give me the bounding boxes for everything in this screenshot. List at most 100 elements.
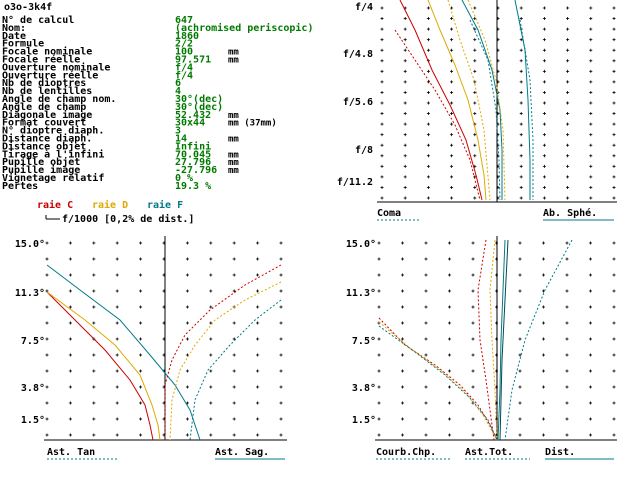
param-label: Focale réelle	[2, 54, 80, 66]
coma-c-dashed	[394, 29, 481, 201]
parameter-list: N° de calcul 647 Nom: (achromised periscopi…	[2, 15, 313, 192]
spherical-aberration-label: Ab. Sphé.	[543, 207, 597, 219]
param-label: Ouverture nominale	[2, 61, 110, 73]
field-angle-tick-label: 3.8°	[21, 383, 45, 394]
param-value: 30x44	[175, 118, 205, 129]
param-label: N° de calcul	[2, 15, 74, 26]
ast-tot-d-dashed	[378, 321, 498, 441]
spherical-d-dashed	[467, 0, 506, 201]
field-curv-c-dashed	[477, 239, 495, 441]
window-title: o3o-3k4f	[4, 2, 52, 13]
field-angle-tick-label: 1.5°	[352, 415, 376, 426]
param-label: Angle de champ	[2, 102, 86, 113]
param-label: Focale nominale	[2, 46, 92, 58]
param-value: Infini	[175, 140, 211, 152]
aperture-tick-label: f/5.6	[343, 97, 373, 108]
legend-raie-f: raie F	[147, 199, 183, 211]
distortion-label: Dist.	[545, 446, 575, 458]
param-unit: mm	[228, 150, 239, 160]
param-unit: mm (37mm)	[228, 119, 277, 129]
field-angle-tick-label: 3.8°	[352, 383, 376, 394]
total-astigmatism-label: Ast.Tot.	[465, 447, 513, 458]
ast-tan-label: Ast. Tan	[47, 447, 95, 458]
field-curvature-distortion-panel: 15.0° 11.3° 7.5° 3.8° 1.5°	[346, 236, 617, 441]
param-unit: mm	[228, 135, 239, 145]
param-unit: mm	[228, 158, 239, 168]
aperture-tick-label: f/8	[355, 145, 373, 156]
ast-sag-d-dashed	[169, 281, 282, 441]
param-unit: mm	[228, 111, 239, 121]
legend-raie-c: raie C	[37, 199, 73, 211]
spherical-f2-curve	[514, 0, 531, 200]
aperture-tick-label: f/4.8	[343, 49, 373, 60]
param-value: 3	[175, 126, 181, 137]
field-angle-tick-label: 11.3°	[346, 288, 376, 299]
ast-sag-f-dashed	[189, 299, 282, 441]
coma-spherical-panel: f/4 f/4.8 f/5.6 f/8 f/11.2	[337, 0, 617, 203]
param-label: Pupille image	[2, 164, 80, 176]
ast-sag-label: Ast. Sag.	[215, 447, 269, 458]
param-label: Pertes	[2, 181, 38, 192]
param-value: 19.3 %	[175, 181, 211, 192]
field-angle-tick-label: 15.0°	[15, 239, 45, 250]
astigmatism-panel: 15.0° 11.3° 7.5° 3.8° 1.5°	[15, 236, 287, 441]
param-label: Formule	[2, 39, 44, 50]
param-label: Angle de champ nom.	[2, 94, 116, 105]
param-unit: mm	[228, 56, 239, 66]
distortion-curve-2	[499, 239, 509, 441]
field-curvature-label: Courb.Chp.	[376, 447, 436, 458]
param-value: 6	[175, 78, 181, 89]
spherical-f-dashed	[469, 19, 501, 201]
ast-tan-f-curve	[46, 264, 201, 441]
param-value: 2/2	[175, 39, 193, 50]
param-value: 30°(dec)	[175, 94, 223, 105]
coma-d-curve	[427, 0, 487, 201]
param-value: 70.045	[175, 149, 211, 160]
param-label: Pupille objet	[2, 156, 80, 168]
ast-tot-c-dashed	[378, 317, 498, 441]
param-value: 0 %	[175, 173, 193, 184]
param-label: Distance diaph.	[2, 133, 92, 145]
ast-tan-d-curve	[46, 291, 161, 441]
field-angle-tick-label: 7.5°	[352, 336, 376, 347]
ast-tot-f-dashed	[378, 325, 498, 441]
coma-d-dashed	[447, 0, 491, 201]
ast-sag-c-dashed	[164, 264, 282, 440]
param-label: Tirage à l'infini	[2, 148, 104, 160]
distortion-curve	[497, 239, 506, 441]
param-label: Nom:	[2, 23, 26, 34]
aperture-tick-label: f/4	[355, 2, 373, 13]
distortion-f-dashed	[504, 239, 573, 441]
param-value: f/4	[175, 62, 193, 73]
color-legend: raie C raie D raie F f/1000 [0,2% de dis…	[37, 199, 194, 225]
param-value: 100	[175, 47, 193, 58]
field-angle-tick-label: 7.5°	[21, 336, 45, 347]
coma-label: Coma	[377, 208, 401, 219]
param-value: (achromised periscopic)	[175, 22, 313, 34]
legend-raie-d: raie D	[92, 199, 128, 211]
param-value: 27.796	[175, 157, 211, 168]
param-label: Distance objet	[2, 140, 86, 152]
scale-note: f/1000 [0,2% de dist.]	[62, 213, 194, 225]
param-value: 1860	[175, 31, 199, 42]
param-label: Vignetage relatif	[2, 172, 104, 184]
aperture-tick-label: f/11.2	[337, 177, 373, 188]
param-value: 52.432	[175, 110, 211, 121]
coma-c-curve	[399, 0, 483, 201]
param-label: Ouverture réelle	[2, 69, 98, 81]
spherical-f-curve	[461, 0, 503, 200]
field-angle-tick-label: 1.5°	[21, 415, 45, 426]
param-label: Nb de dioptres	[2, 77, 86, 89]
param-value: 97.571	[175, 55, 211, 66]
param-label: N° dioptre diaph.	[2, 125, 104, 137]
ast-tan-c-curve	[46, 291, 154, 441]
param-label: Date	[2, 31, 26, 42]
param-value: 14	[175, 134, 187, 145]
param-unit: mm	[228, 166, 239, 176]
field-angle-tick-label: 15.0°	[346, 239, 376, 250]
param-label: Format couvert	[2, 118, 86, 129]
param-value: 30°(dec)	[175, 102, 223, 113]
field-angle-tick-label: 11.3°	[15, 288, 45, 299]
param-value: -27.796	[175, 165, 217, 176]
